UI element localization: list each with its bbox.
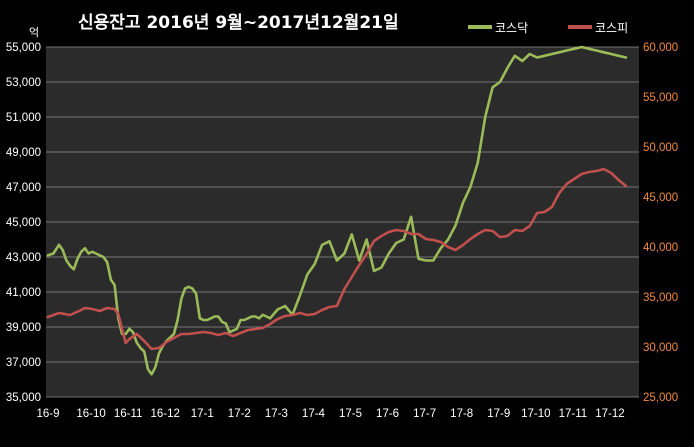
left-tick-label: 47,000 (6, 182, 41, 194)
x-axis-ticks: 16-9 16-10 16-11 16-12 17-1 17-2 17-3 17-4 17-5 1… (36, 408, 624, 420)
y-axis-unit-label: 억 (29, 26, 39, 39)
x-tick-label: 17-5 (339, 408, 362, 420)
x-tick-label: 16-10 (76, 408, 105, 420)
legend-label-kosdaq: 코스닥 (495, 21, 528, 35)
right-tick-label: 50,000 (643, 142, 678, 154)
right-tick-label: 45,000 (643, 192, 678, 204)
legend-label-kospi: 코스피 (595, 21, 628, 35)
x-tick-label: 16-11 (114, 408, 143, 420)
right-tick-label: 35,000 (643, 292, 678, 304)
grid-layer (46, 46, 639, 398)
x-tick-label: 17-6 (376, 408, 399, 420)
x-tick-label: 17-8 (450, 408, 473, 420)
left-tick-label: 39,000 (6, 322, 41, 334)
x-tick-label: 17-3 (265, 408, 288, 420)
right-tick-label: 60,000 (643, 42, 678, 54)
x-tick-label: 16-12 (150, 408, 179, 420)
legend: 코스닥 코스피 (468, 21, 628, 35)
right-tick-label: 55,000 (643, 92, 678, 104)
series-line-kospi (46, 167, 628, 351)
right-tick-label: 25,000 (643, 392, 678, 404)
x-tick-label: 17-12 (595, 408, 624, 420)
left-tick-label: 53,000 (6, 77, 41, 89)
x-tick-label: 16-9 (36, 408, 59, 420)
left-tick-label: 43,000 (6, 252, 41, 264)
x-tick-label: 17-9 (487, 408, 510, 420)
x-tick-label: 17-4 (302, 408, 326, 420)
left-tick-label: 49,000 (6, 147, 41, 159)
x-tick-label: 17-2 (228, 408, 251, 420)
left-tick-label: 37,000 (6, 357, 41, 369)
left-tick-label: 35,000 (6, 392, 41, 404)
left-tick-label: 55,000 (6, 42, 41, 54)
left-tick-label: 51,000 (6, 112, 41, 124)
x-tick-label: 17-1 (191, 408, 214, 420)
left-tick-label: 41,000 (6, 287, 41, 299)
line-layer (46, 45, 628, 376)
x-tick-label: 17-10 (521, 408, 550, 420)
x-tick-label: 17-7 (413, 408, 436, 420)
left-axis-ticks: 35,000 37,000 39,000 41,000 43,000 45,000 47,0… (6, 42, 41, 404)
chart-title: 신용잔고 2016년 9월~2017년12월21일 (78, 13, 399, 33)
left-tick-label: 45,000 (6, 217, 41, 229)
x-tick-label: 17-11 (559, 408, 588, 420)
right-axis-ticks: 25,000 30,000 35,000 40,000 45,000 50,000 55,0… (643, 42, 678, 404)
right-tick-label: 40,000 (643, 242, 678, 254)
right-tick-label: 30,000 (643, 342, 678, 354)
